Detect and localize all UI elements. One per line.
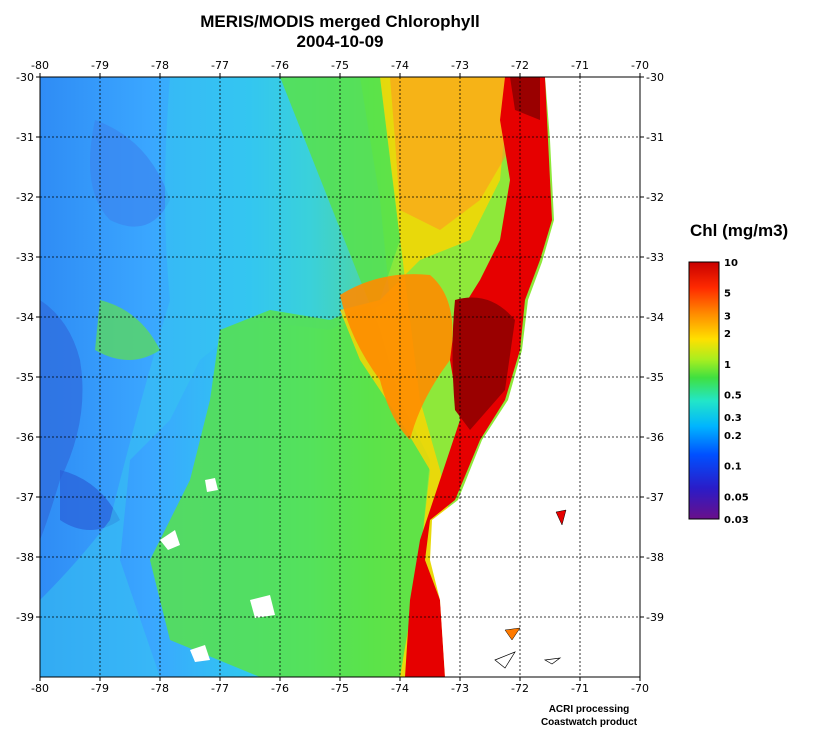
- lat-tick-label: -35: [646, 371, 664, 384]
- lon-tick-label: -74: [391, 682, 409, 695]
- land-area: [430, 77, 640, 677]
- lat-tick-label: -39: [16, 611, 34, 624]
- lat-tick-label: -33: [16, 251, 34, 264]
- lon-tick-label: -76: [271, 682, 289, 695]
- colorbar-labels: 10 5 3 2 1 0.5 0.3 0.2 0.1 0.05 0.03: [724, 258, 749, 526]
- graticule: [40, 77, 640, 677]
- colorbar: [688, 261, 720, 520]
- latitude-labels-right: -30 -31 -32 -33 -34 -35 -36 -37 -38 -39: [646, 71, 664, 624]
- lat-tick-label: -31: [646, 131, 664, 144]
- lat-tick-label: -38: [16, 551, 34, 564]
- low-chl-area: [90, 120, 170, 227]
- lon-tick-label: -71: [571, 59, 589, 72]
- lat-tick-label: -34: [646, 311, 664, 324]
- low-chl-area: [60, 470, 120, 530]
- lat-tick-label: -39: [646, 611, 664, 624]
- lon-tick-label: -78: [151, 682, 169, 695]
- yellow-chl-area: [340, 77, 510, 677]
- low-chl-area: [40, 300, 83, 540]
- lon-tick-label: -75: [331, 59, 349, 72]
- lat-tick-label: -37: [646, 491, 664, 504]
- colorbar-label: 2: [724, 329, 731, 340]
- lon-tick-label: -77: [211, 59, 229, 72]
- lon-tick-label: -72: [511, 682, 529, 695]
- lon-tick-label: -73: [451, 682, 469, 695]
- lat-tick-label: -35: [16, 371, 34, 384]
- lat-tick-label: -36: [646, 431, 664, 444]
- lat-tick-label: -36: [16, 431, 34, 444]
- colorbar-label: 1: [724, 360, 731, 371]
- very-high-chl-area: [452, 297, 515, 430]
- lon-tick-label: -80: [31, 682, 49, 695]
- legend-title: Chl (mg/m3): [690, 221, 789, 240]
- lat-tick-label: -32: [646, 191, 664, 204]
- colorbar-label: 0.03: [724, 515, 749, 526]
- lon-tick-label: -74: [391, 59, 409, 72]
- lat-tick-label: -30: [16, 71, 34, 84]
- lon-tick-label: -76: [271, 59, 289, 72]
- colorbar-label: 0.5: [724, 391, 742, 402]
- lon-tick-label: -72: [511, 59, 529, 72]
- map-title: MERIS/MODIS merged Chlorophyll: [200, 12, 480, 31]
- tick-marks: [36, 73, 644, 681]
- colorbar-label: 3: [724, 311, 731, 322]
- lon-tick-label: -78: [151, 59, 169, 72]
- colorbar-label: 10: [724, 258, 738, 269]
- lon-tick-label: -73: [451, 59, 469, 72]
- colorbar-label: 0.2: [724, 431, 742, 442]
- lon-tick-label: -70: [631, 682, 649, 695]
- colorbar-label: 0.05: [724, 492, 749, 503]
- lon-tick-label: -71: [571, 682, 589, 695]
- lat-tick-label: -30: [646, 71, 664, 84]
- lon-tick-label: -79: [91, 682, 109, 695]
- lat-tick-label: -37: [16, 491, 34, 504]
- colorbar-label: 0.1: [724, 462, 742, 473]
- latitude-labels-left: -30 -31 -32 -33 -34 -35 -36 -37 -38 -39: [16, 71, 34, 624]
- lat-tick-label: -33: [646, 251, 664, 264]
- credit-product: Coastwatch product: [540, 717, 638, 728]
- mid-chl-area: [40, 77, 390, 677]
- lon-tick-label: -77: [211, 682, 229, 695]
- very-high-chl-area: [510, 77, 540, 120]
- credit-processing: ACRI processing: [548, 704, 630, 715]
- orange-chl-area: [340, 274, 453, 440]
- lon-tick-label: -79: [91, 59, 109, 72]
- colorbar-label: 0.3: [724, 413, 742, 424]
- lat-tick-label: -31: [16, 131, 34, 144]
- lon-tick-label: -70: [631, 59, 649, 72]
- longitude-labels-bottom: -80 -79 -78 -77 -76 -75 -74 -73 -72 -71 -70: [31, 682, 649, 695]
- longitude-labels-top: -80 -79 -78 -77 -76 -75 -74 -73 -72 -71 -70: [31, 59, 649, 72]
- green-chl-area: [95, 300, 160, 360]
- lat-tick-label: -34: [16, 311, 34, 324]
- map-date: 2004-10-09: [296, 32, 384, 51]
- orange-chl-area: [390, 77, 515, 230]
- lat-tick-label: -38: [646, 551, 664, 564]
- lat-tick-label: -32: [16, 191, 34, 204]
- colorbar-label: 5: [724, 289, 731, 300]
- lon-tick-label: -75: [331, 682, 349, 695]
- lon-tick-label: -80: [31, 59, 49, 72]
